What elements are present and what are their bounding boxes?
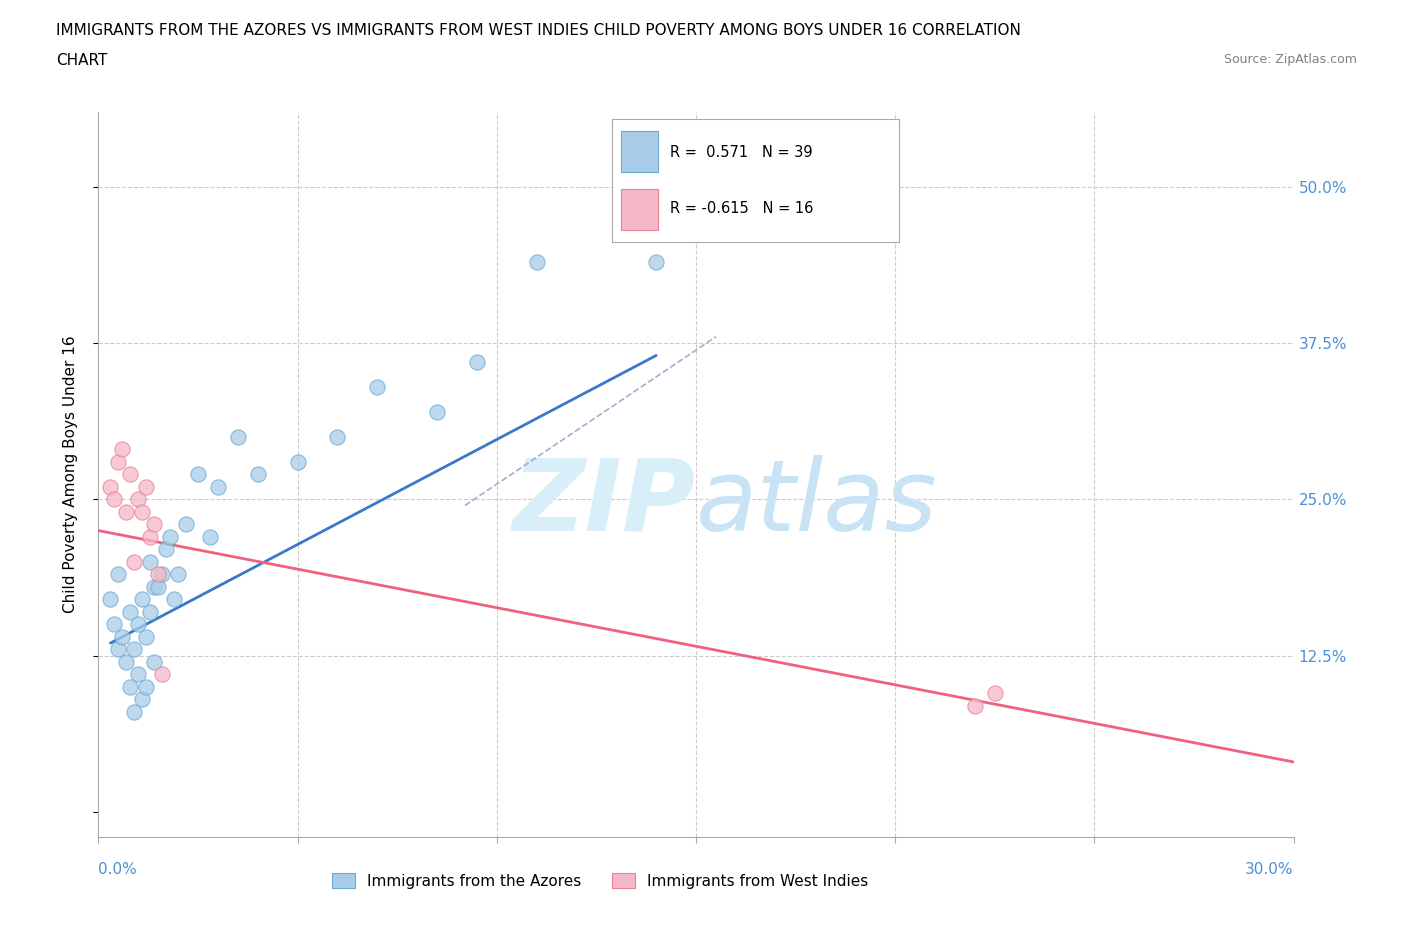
- Point: [465, 354, 488, 369]
- Point: [107, 642, 129, 657]
- Point: [100, 591, 122, 606]
- Point: [127, 667, 149, 682]
- Point: [103, 617, 125, 631]
- Point: [139, 529, 162, 544]
- Point: [120, 604, 142, 619]
- Point: [143, 517, 166, 532]
- Point: [131, 504, 153, 519]
- Point: [115, 655, 138, 670]
- Y-axis label: Child Poverty Among Boys Under 16: Child Poverty Among Boys Under 16: [63, 336, 77, 613]
- Point: [143, 655, 166, 670]
- Point: [127, 617, 149, 631]
- Point: [366, 379, 388, 394]
- Point: [135, 479, 157, 494]
- Legend: Immigrants from the Azores, Immigrants from West Indies: Immigrants from the Azores, Immigrants f…: [326, 867, 875, 895]
- Point: [326, 430, 349, 445]
- Point: [174, 517, 197, 532]
- Point: [120, 467, 142, 482]
- Point: [150, 567, 173, 582]
- Point: [148, 579, 170, 594]
- Point: [135, 630, 157, 644]
- Text: ZIP: ZIP: [513, 455, 696, 551]
- Text: atlas: atlas: [696, 455, 938, 551]
- Point: [135, 680, 157, 695]
- Text: Source: ZipAtlas.com: Source: ZipAtlas.com: [1223, 53, 1357, 66]
- Point: [111, 630, 134, 644]
- Point: [645, 254, 668, 269]
- Point: [127, 492, 149, 507]
- Point: [107, 567, 129, 582]
- Point: [167, 567, 190, 582]
- Point: [124, 705, 146, 720]
- Point: [187, 467, 209, 482]
- Point: [526, 254, 548, 269]
- Point: [124, 554, 146, 569]
- Point: [103, 492, 125, 507]
- Point: [246, 467, 269, 482]
- Point: [150, 667, 173, 682]
- Point: [100, 479, 122, 494]
- Point: [143, 579, 166, 594]
- Point: [226, 430, 249, 445]
- Point: [131, 692, 153, 707]
- Point: [426, 405, 449, 419]
- Point: [124, 642, 146, 657]
- Point: [148, 567, 170, 582]
- Point: [131, 591, 153, 606]
- Point: [115, 504, 138, 519]
- Point: [107, 455, 129, 470]
- Point: [198, 529, 221, 544]
- Point: [159, 529, 181, 544]
- Text: 30.0%: 30.0%: [1246, 862, 1294, 877]
- Point: [963, 698, 986, 713]
- Point: [155, 542, 177, 557]
- Text: IMMIGRANTS FROM THE AZORES VS IMMIGRANTS FROM WEST INDIES CHILD POVERTY AMONG BO: IMMIGRANTS FROM THE AZORES VS IMMIGRANTS…: [56, 23, 1021, 38]
- Point: [207, 479, 229, 494]
- Point: [139, 604, 162, 619]
- Text: 0.0%: 0.0%: [98, 862, 138, 877]
- Point: [139, 554, 162, 569]
- Point: [120, 680, 142, 695]
- Text: CHART: CHART: [56, 53, 108, 68]
- Point: [111, 442, 134, 457]
- Point: [287, 455, 309, 470]
- Point: [984, 685, 1007, 700]
- Point: [163, 591, 186, 606]
